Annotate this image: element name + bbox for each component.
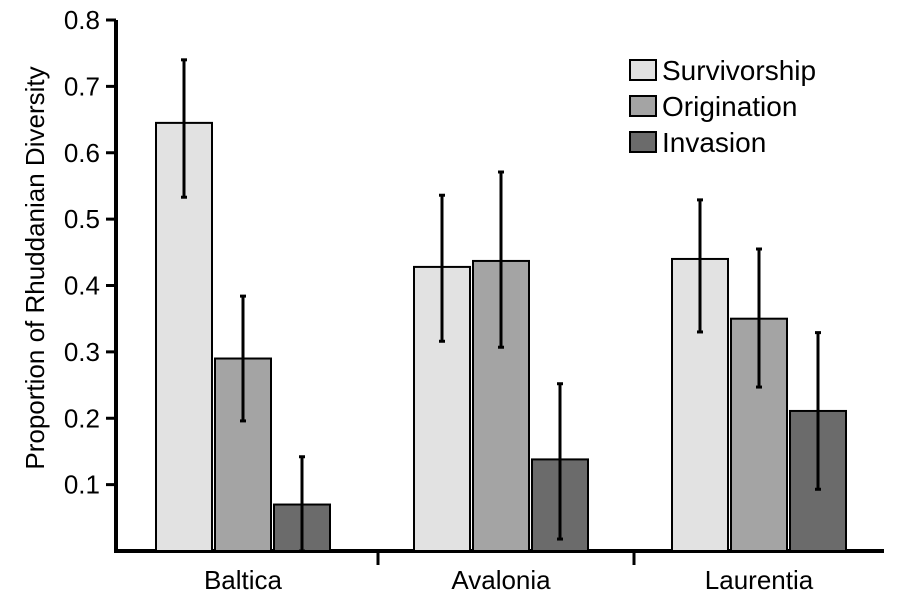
- y-axis-title: Proportion of Rhuddanian Diversity: [20, 66, 50, 469]
- y-tick-label: 0.1: [64, 470, 100, 500]
- y-tick-label: 0.7: [64, 71, 100, 101]
- bars: Baltica Avalonia Laurentia: [155, 58, 847, 594]
- x-category-label: Laurentia: [705, 565, 814, 594]
- y-tick-label: 0.8: [64, 5, 100, 35]
- y-tick-label: 0.3: [64, 337, 100, 367]
- x-category-label: Baltica: [204, 565, 283, 594]
- y-tick-label: 0.4: [64, 271, 100, 301]
- x-category-label: Avalonia: [451, 565, 551, 594]
- legend-swatch-origination: [629, 95, 657, 117]
- legend-label-survivorship: Survivorship: [662, 55, 816, 86]
- y-tick-label: 0.2: [64, 403, 100, 433]
- legend: Survivorship Origination Invasion: [629, 55, 816, 158]
- legend-swatch-invasion: [629, 131, 657, 153]
- legend-label-invasion: Invasion: [662, 127, 766, 158]
- y-tick-label: 0.5: [64, 204, 100, 234]
- legend-swatch-survivorship: [629, 59, 657, 81]
- legend-label-origination: Origination: [662, 91, 797, 122]
- y-tick-label: 0.6: [64, 138, 100, 168]
